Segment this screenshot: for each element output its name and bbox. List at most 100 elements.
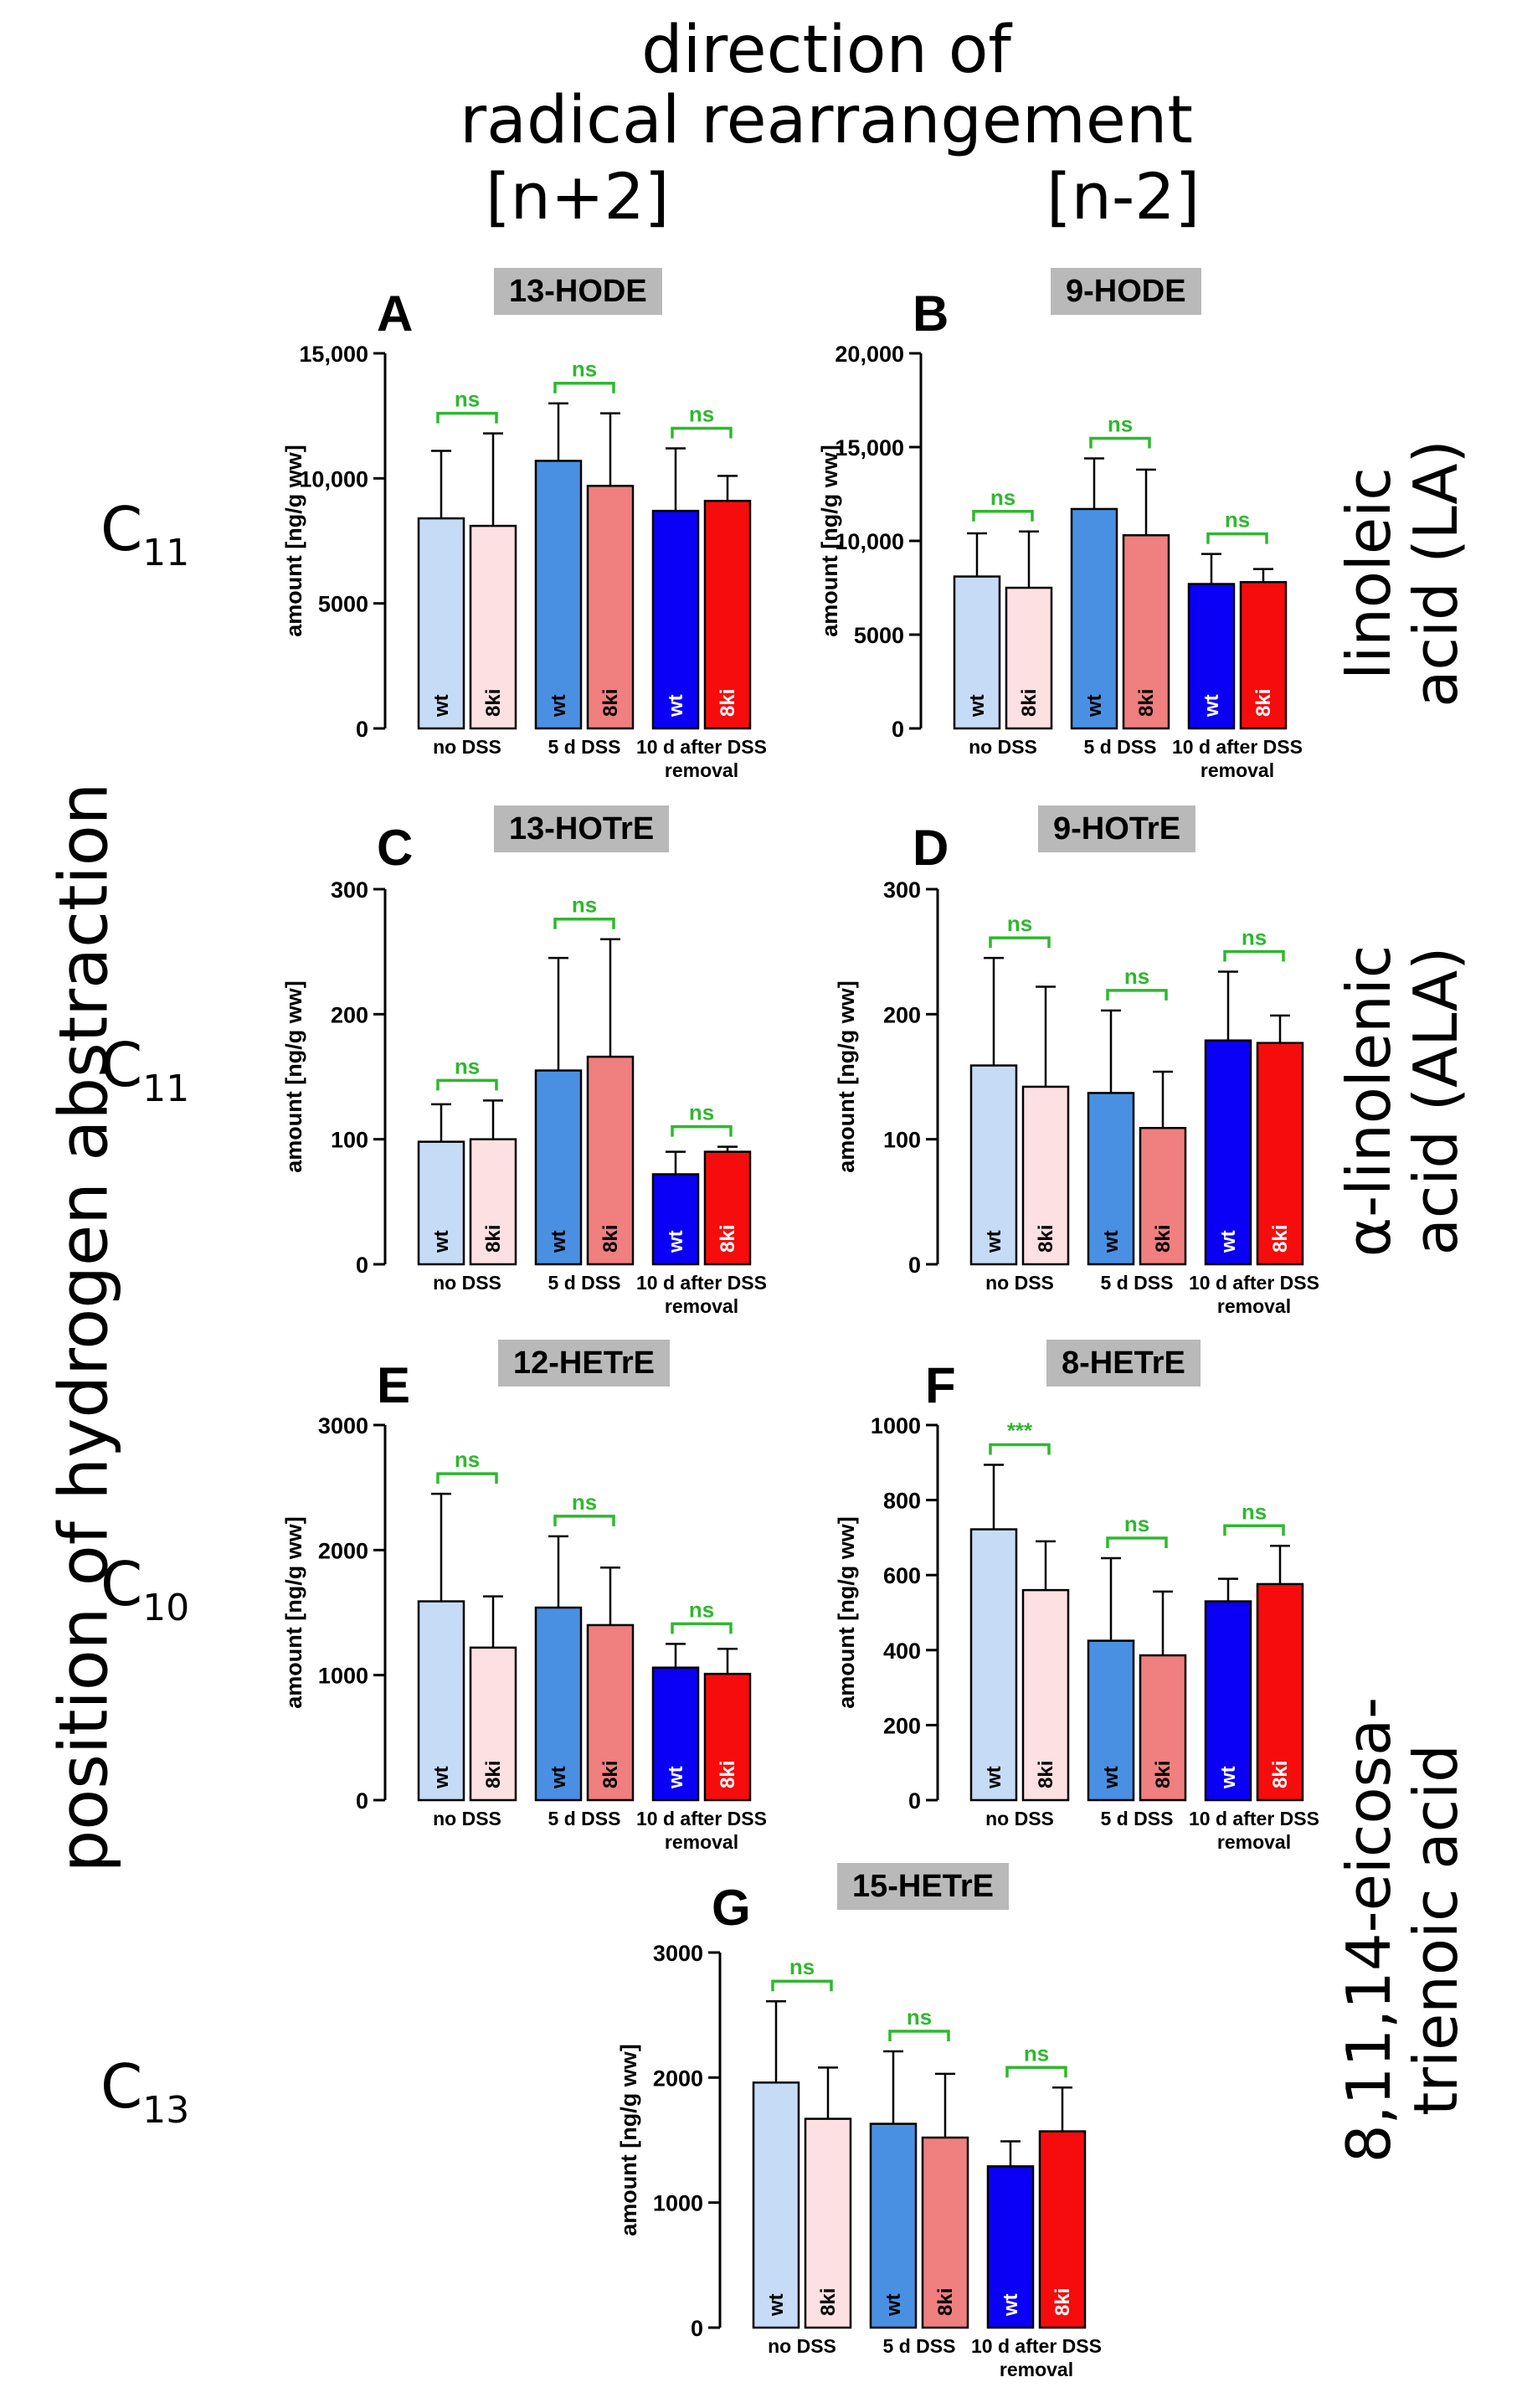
bar-label-wt: wt [966, 694, 989, 718]
chart-a-13-hode: amount [ng/g ww] 0 5000 10,000 15,000 wt 8ki ns… [281, 342, 767, 781]
bar-wt-1 [1087, 1092, 1135, 1266]
y-tick-label: 100 [883, 1128, 921, 1153]
position-label-3: C10 [100, 1549, 190, 1629]
bar-label-8ki: 8ki [717, 1225, 739, 1253]
header-line-2: radical rearrangement [460, 83, 1193, 158]
bar-label-8ki: 8ki [1035, 1761, 1057, 1788]
significance-label: ns [990, 485, 1015, 510]
bar-label-wt: wt [430, 694, 453, 718]
significance-bracket [553, 917, 615, 929]
panel-letter-d: D [913, 820, 949, 876]
y-tick-label: 2000 [653, 2066, 703, 2091]
bar-label-8ki: 8ki [817, 2288, 840, 2316]
y-tick-label: 200 [331, 1002, 368, 1027]
y-tick-label: 300 [331, 877, 368, 903]
significance-bracket [989, 936, 1051, 949]
significance-label: ns [907, 2004, 932, 2030]
bracket-n-minus-2: [n-2] [1046, 159, 1201, 234]
bar-wt-2 [1204, 1039, 1252, 1266]
y-tick-label: 200 [883, 1002, 921, 1027]
y-tick-label: 20,000 [835, 342, 904, 367]
chart-e-12-hetre: amount [ng/g ww] 0 1000 2000 3000 wt 8ki ns wt 8k… [281, 1413, 767, 1853]
y-tick-label: 600 [883, 1563, 921, 1588]
chart-b-9-hode: amount [ng/g ww] 0 5000 10,000 15,000 20,000 w… [817, 342, 1303, 781]
significance-bracket [671, 426, 733, 439]
bar-8ki-2 [1239, 581, 1288, 730]
y-tick-label: 1000 [653, 2191, 703, 2216]
y-axis-label: amount [ng/g ww] [834, 1516, 859, 1708]
bar-8ki-2 [1038, 2130, 1087, 2329]
bar-8ki-1 [921, 2136, 969, 2329]
x-group-label: 5 d DSS [1101, 1808, 1174, 1829]
y-tick-label: 10,000 [835, 529, 904, 554]
y-tick-label: 200 [883, 1713, 921, 1738]
panel-title-d: 9-HOTrE [1038, 805, 1196, 852]
bar-label-8ki: 8ki [482, 1225, 505, 1253]
significance-bracket [553, 1515, 615, 1526]
bar-8ki-1 [1139, 1126, 1187, 1266]
significance-label: ns [1242, 1499, 1267, 1524]
bar-wt-0 [417, 1140, 465, 1266]
significance-bracket [436, 411, 498, 424]
significance-bracket [436, 1078, 498, 1091]
y-tick-label: 0 [892, 717, 904, 742]
significance-bracket [1206, 532, 1268, 544]
bar-wt-2 [1187, 583, 1236, 730]
panel-title-e: 12-HETrE [498, 1340, 670, 1387]
acid-label-eta-line2: trienoic acid [1401, 1744, 1471, 2116]
acid-label-eta-line1: 8,11,14-eicosa- [1334, 1696, 1404, 2164]
bar-label-wt: wt [1100, 1230, 1123, 1253]
significance-bracket [888, 2030, 950, 2041]
x-group-label: 10 d after DSS [636, 736, 767, 758]
bar-wt-1 [1070, 507, 1118, 730]
bar-wt-0 [969, 1528, 1018, 1802]
bar-label-wt: wt [548, 694, 570, 718]
acid-label-ala-line2: acid (ALA) [1401, 946, 1471, 1256]
significance-label: ns [689, 1100, 714, 1125]
significance-label: ns [789, 1954, 815, 1979]
panel-letter-e: E [377, 1357, 411, 1413]
acid-label-la-line2: acid (LA) [1401, 440, 1471, 707]
significance-label: ns [455, 1447, 480, 1472]
bar-label-wt: wt [1217, 1766, 1240, 1789]
panel-title-b: 9-HODE [1051, 268, 1201, 315]
panel-title-g: 15-HETrE [837, 1863, 1009, 1910]
bar-8ki-1 [586, 1055, 635, 1266]
significance-bracket [1005, 2066, 1067, 2078]
bar-label-8ki: 8ki [599, 1761, 622, 1788]
bar-label-8ki: 8ki [717, 1761, 739, 1788]
chart-d-9-hotre: amount [ng/g ww] 0 100 200 300 wt 8ki ns wt 8ki ns… [834, 877, 1319, 1317]
left-axis-title: position of hydrogen abstraction [44, 782, 123, 1873]
x-group-label: 10 d after DSS [1172, 736, 1303, 758]
x-group-label: no DSS [433, 736, 501, 758]
panel-letter-g: G [712, 1880, 751, 1936]
x-group-label: 5 d DSS [548, 1272, 621, 1294]
acid-label-la: linoleic acid (LA) [1334, 406, 1478, 741]
y-tick-label: 0 [356, 1788, 368, 1814]
y-tick-label: 15,000 [835, 435, 904, 461]
y-axis-label: amount [ng/g ww] [281, 980, 306, 1172]
x-group-label: removal [1000, 2359, 1073, 2380]
significance-bracket [671, 1124, 733, 1137]
x-group-label: no DSS [433, 1272, 501, 1294]
significance-label: ns [1225, 507, 1250, 533]
bar-wt-1 [869, 2122, 918, 2329]
y-tick-label: 800 [883, 1489, 921, 1514]
bar-label-wt: wt [548, 1766, 570, 1789]
y-axis-label: amount [ng/g ww] [834, 980, 859, 1172]
x-group-label: 10 d after DSS [636, 1272, 767, 1294]
significance-label: ns [455, 1053, 480, 1078]
bar-wt-1 [534, 460, 583, 730]
bar-label-8ki: 8ki [1269, 1761, 1292, 1788]
acid-label-ala-line1: α-linolenic [1334, 944, 1404, 1258]
significance-bracket [671, 1622, 733, 1634]
significance-label: ns [1108, 411, 1133, 436]
bar-wt-2 [986, 2165, 1035, 2329]
bar-wt-0 [953, 575, 1001, 730]
bar-label-wt: wt [430, 1766, 453, 1789]
y-tick-label: 0 [908, 1253, 921, 1278]
bar-wt-2 [1204, 1600, 1252, 1802]
bar-wt-2 [651, 1666, 700, 1802]
y-tick-label: 1000 [871, 1413, 921, 1438]
x-group-label: no DSS [985, 1808, 1054, 1829]
